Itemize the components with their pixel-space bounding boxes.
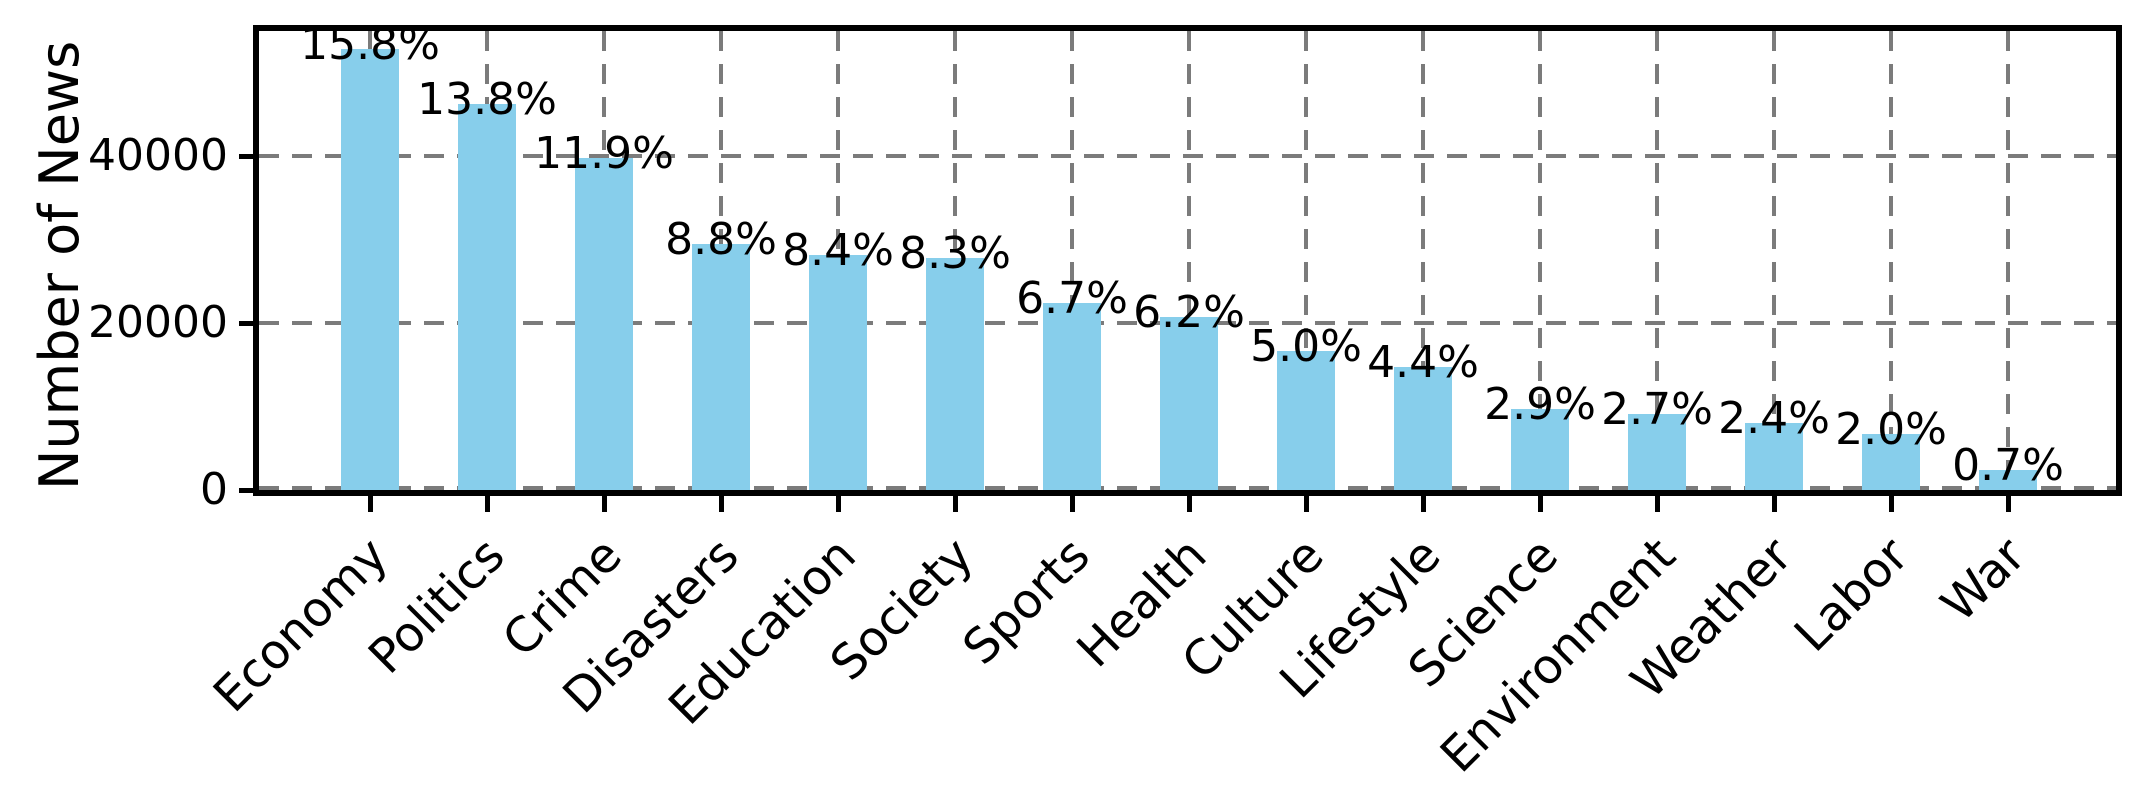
bar-value-label: 8.3% xyxy=(899,228,1011,279)
bar-lifestyle xyxy=(1394,367,1452,490)
bar-crime xyxy=(575,158,633,490)
bar-education xyxy=(809,255,867,490)
x-tick-mark xyxy=(1304,496,1309,512)
bar-environment xyxy=(1628,414,1686,490)
bar-value-label: 2.7% xyxy=(1601,384,1713,435)
y-tick-label: 0 xyxy=(200,464,228,515)
bar-science xyxy=(1511,409,1569,490)
x-tick-mark xyxy=(1187,496,1192,512)
bar-value-label: 8.8% xyxy=(665,214,777,265)
bar-value-label: 11.9% xyxy=(534,128,674,179)
plot-area xyxy=(259,31,2116,490)
y-axis-label: Number of News xyxy=(28,40,91,490)
bar-labor xyxy=(1862,434,1920,490)
x-tick-mark xyxy=(368,496,373,512)
bar-war xyxy=(1979,470,2037,490)
x-tick-mark xyxy=(1421,496,1426,512)
bar-value-label: 0.7% xyxy=(1952,440,2064,491)
x-tick-mark xyxy=(1772,496,1777,512)
bar-culture xyxy=(1277,351,1335,490)
gridline-vertical xyxy=(1538,31,1542,490)
x-tick-label-text: War xyxy=(1931,527,2037,633)
x-tick-mark xyxy=(1889,496,1894,512)
x-tick-label-text: Labor xyxy=(1784,527,1920,663)
bar-value-label: 8.4% xyxy=(782,225,894,276)
x-tick-mark xyxy=(953,496,958,512)
gridline-vertical xyxy=(1889,31,1893,490)
x-tick-mark xyxy=(2006,496,2011,512)
plot-border xyxy=(253,25,2122,496)
gridline-vertical xyxy=(1304,31,1308,490)
x-tick-label-text: Sports xyxy=(952,527,1101,676)
x-tick-mark xyxy=(1070,496,1075,512)
bar-value-label: 15.8% xyxy=(300,19,440,70)
x-tick-mark xyxy=(485,496,490,512)
bar-value-label: 5.0% xyxy=(1250,321,1362,372)
y-tick-mark xyxy=(239,488,254,493)
bar-value-label: 6.7% xyxy=(1016,273,1128,324)
x-tick-mark xyxy=(1655,496,1660,512)
gridline-vertical xyxy=(1421,31,1425,490)
bar-economy xyxy=(341,49,399,490)
bar-value-label: 6.2% xyxy=(1133,287,1245,338)
gridline-vertical xyxy=(2006,31,2010,490)
bar-sports xyxy=(1043,303,1101,490)
x-tick-mark xyxy=(836,496,841,512)
y-tick-label: 20000 xyxy=(88,297,228,348)
bar-value-label: 2.0% xyxy=(1835,404,1947,455)
y-tick-mark xyxy=(239,321,254,326)
bar-society xyxy=(926,258,984,490)
gridline-vertical xyxy=(1070,31,1074,490)
x-tick-mark xyxy=(719,496,724,512)
x-tick-mark xyxy=(602,496,607,512)
bar-value-label: 13.8% xyxy=(417,74,557,125)
bar-value-label: 4.4% xyxy=(1367,337,1479,388)
gridline-vertical xyxy=(1655,31,1659,490)
y-tick-mark xyxy=(239,154,254,159)
bar-politics xyxy=(458,104,516,490)
bar-health xyxy=(1160,317,1218,490)
x-tick-label-text: Economy xyxy=(202,527,399,724)
bar-value-label: 2.9% xyxy=(1484,379,1596,430)
bar-weather xyxy=(1745,423,1803,490)
x-tick-mark xyxy=(1538,496,1543,512)
bar-disasters xyxy=(692,244,750,490)
bar-value-label: 2.4% xyxy=(1718,393,1830,444)
gridline-vertical xyxy=(1772,31,1776,490)
y-tick-label: 40000 xyxy=(88,130,228,181)
gridline-vertical xyxy=(1187,31,1191,490)
